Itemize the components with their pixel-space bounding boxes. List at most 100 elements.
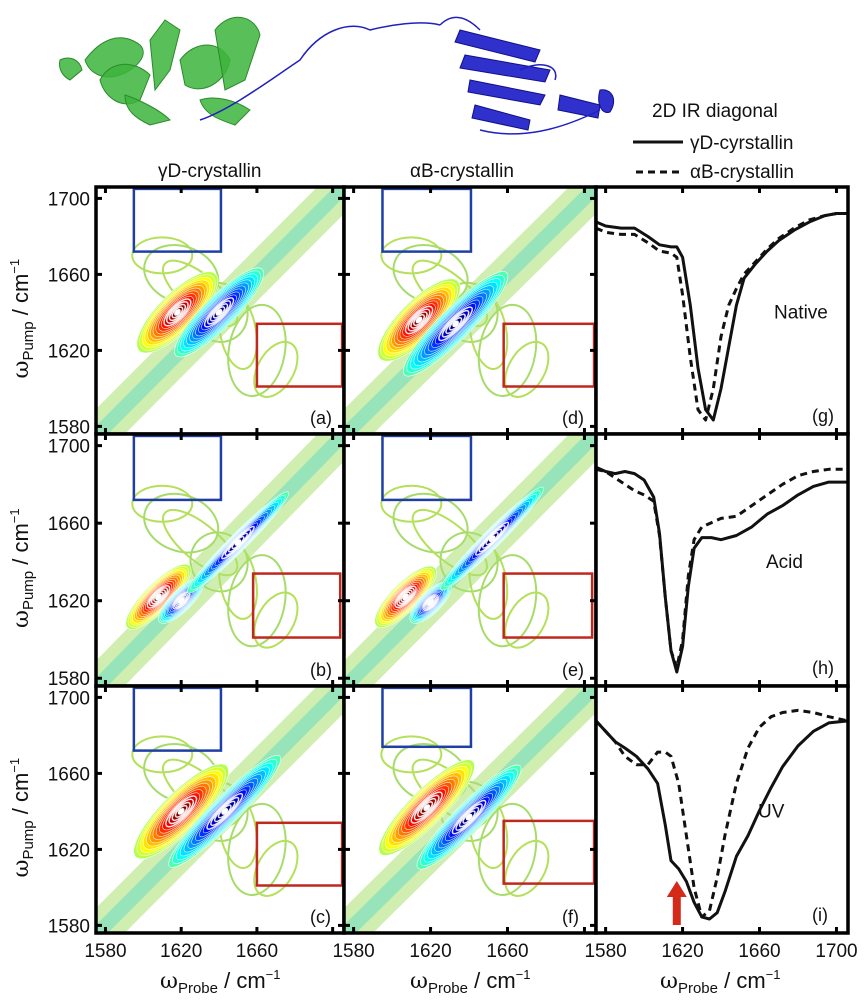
- blue-region-box: [381, 434, 473, 502]
- condition-label: Native: [774, 303, 828, 324]
- ribbon-segment: [471, 104, 531, 131]
- condition-label: UV: [758, 802, 785, 823]
- panel-label: (i): [812, 905, 828, 925]
- y-tick-label: 1580: [48, 417, 90, 438]
- panel-label: (b): [310, 660, 332, 680]
- peak-center: [402, 593, 409, 601]
- panel-label: (a): [310, 408, 332, 428]
- y-tick-label: 1660: [48, 265, 90, 286]
- y-tick-label: 1620: [48, 592, 90, 613]
- contour-line: [227, 303, 287, 397]
- y-tick-label: 1660: [48, 514, 90, 535]
- x-axis-label: ωProbe / cm−1: [410, 967, 530, 997]
- peak-center: [177, 597, 185, 605]
- y-tick-label: 1660: [48, 764, 90, 785]
- contour-group: [344, 434, 596, 686]
- contour-group: [344, 686, 596, 933]
- plot-background: [596, 686, 848, 933]
- contour-group: [96, 686, 344, 933]
- x-tick-label: 1620: [661, 941, 703, 962]
- legend: 2D IR diagonal γD-cyrstallin αB-crystall…: [633, 101, 794, 183]
- column-title-gammaD: γD-crystallin: [158, 161, 261, 182]
- ribbon-segment: [557, 94, 601, 119]
- ribbon-segment: [459, 54, 551, 83]
- peak-center: [415, 316, 423, 324]
- contour-line: [477, 303, 538, 397]
- peak-center: [488, 535, 496, 543]
- peak-center: [465, 813, 473, 821]
- y-tick-label: 1700: [48, 437, 90, 458]
- y-axis-label: ωPump / cm−1: [7, 259, 37, 379]
- peak-center: [427, 599, 434, 606]
- blue-region-box: [132, 686, 223, 752]
- panel-e: (e): [342, 432, 598, 688]
- red-region-box: [255, 322, 344, 388]
- contour-line: [477, 802, 538, 896]
- y-axis-label: ωPump / cm−1: [7, 758, 37, 878]
- panel-label: (d): [562, 408, 584, 428]
- panel-label: (f): [562, 907, 579, 927]
- coil-segment: [439, 16, 601, 135]
- contour-line: [392, 492, 469, 554]
- blue-region-box: [132, 187, 223, 253]
- y-tick-label: 1700: [48, 688, 90, 709]
- coil-segment: [199, 22, 441, 121]
- y-tick-label: 1580: [48, 669, 90, 690]
- x-tick-label: 1660: [738, 941, 780, 962]
- panel-c: (c): [94, 684, 346, 935]
- red-region-box: [502, 819, 596, 885]
- series-line-alphaB: [595, 467, 848, 670]
- peak-center: [215, 309, 223, 316]
- ribbon-segment: [99, 63, 151, 105]
- contour-group: [344, 187, 596, 434]
- ribbon-segment: [214, 16, 261, 91]
- contour-line: [143, 492, 220, 554]
- contour-line: [131, 236, 194, 275]
- red-arrow-icon: [666, 881, 687, 925]
- x-axis-label: ωProbe / cm−1: [660, 967, 780, 997]
- contour-line: [477, 554, 538, 648]
- panel-f: (f): [342, 684, 598, 935]
- y-tick-label: 1700: [48, 189, 90, 210]
- peak-center: [221, 808, 229, 815]
- panel-d: (d): [342, 185, 598, 436]
- panel-label: (g): [812, 406, 834, 426]
- series-line-alphaB: [594, 708, 849, 919]
- x-tick-label: 1580: [332, 941, 374, 962]
- contour-line: [253, 340, 299, 398]
- ribbon-segment: [149, 19, 181, 92]
- legend-entry-dashed: αB-crystallin: [690, 162, 794, 183]
- y-tick-label: 1620: [48, 840, 90, 861]
- blue-region-box: [381, 187, 473, 253]
- contour-line: [380, 735, 443, 774]
- panel-b: (b): [94, 432, 346, 688]
- peak-center: [177, 808, 185, 815]
- ribbon-segment: [199, 97, 251, 126]
- y-tick-label: 1620: [48, 341, 90, 362]
- contour-line: [227, 802, 287, 896]
- red-region-box: [502, 322, 596, 388]
- contour-line: [131, 735, 194, 774]
- panel-a: (a): [94, 185, 346, 436]
- condition-label: Acid: [766, 552, 803, 573]
- ribbon-segment: [59, 57, 83, 81]
- contour-line: [253, 591, 299, 649]
- contour-line: [504, 839, 550, 897]
- peak-center: [155, 593, 162, 601]
- contour-line: [227, 554, 287, 648]
- contour-line: [380, 236, 443, 275]
- panel-h: Acid (h): [594, 432, 850, 688]
- x-tick-label: 1660: [236, 941, 278, 962]
- ribbon-segment: [467, 79, 546, 106]
- peak-center: [174, 309, 181, 316]
- ribbon-segment: [598, 89, 615, 113]
- contour-line: [504, 591, 550, 649]
- contour-line: [504, 340, 550, 398]
- x-tick-label: 1620: [160, 941, 202, 962]
- x-tick-label: 1580: [84, 941, 126, 962]
- y-tick-label: 1580: [48, 916, 90, 937]
- blue-region-box: [381, 686, 473, 749]
- blue-region-box: [132, 434, 223, 502]
- legend-title: 2D IR diagonal: [652, 101, 778, 122]
- plot-background: [596, 434, 848, 686]
